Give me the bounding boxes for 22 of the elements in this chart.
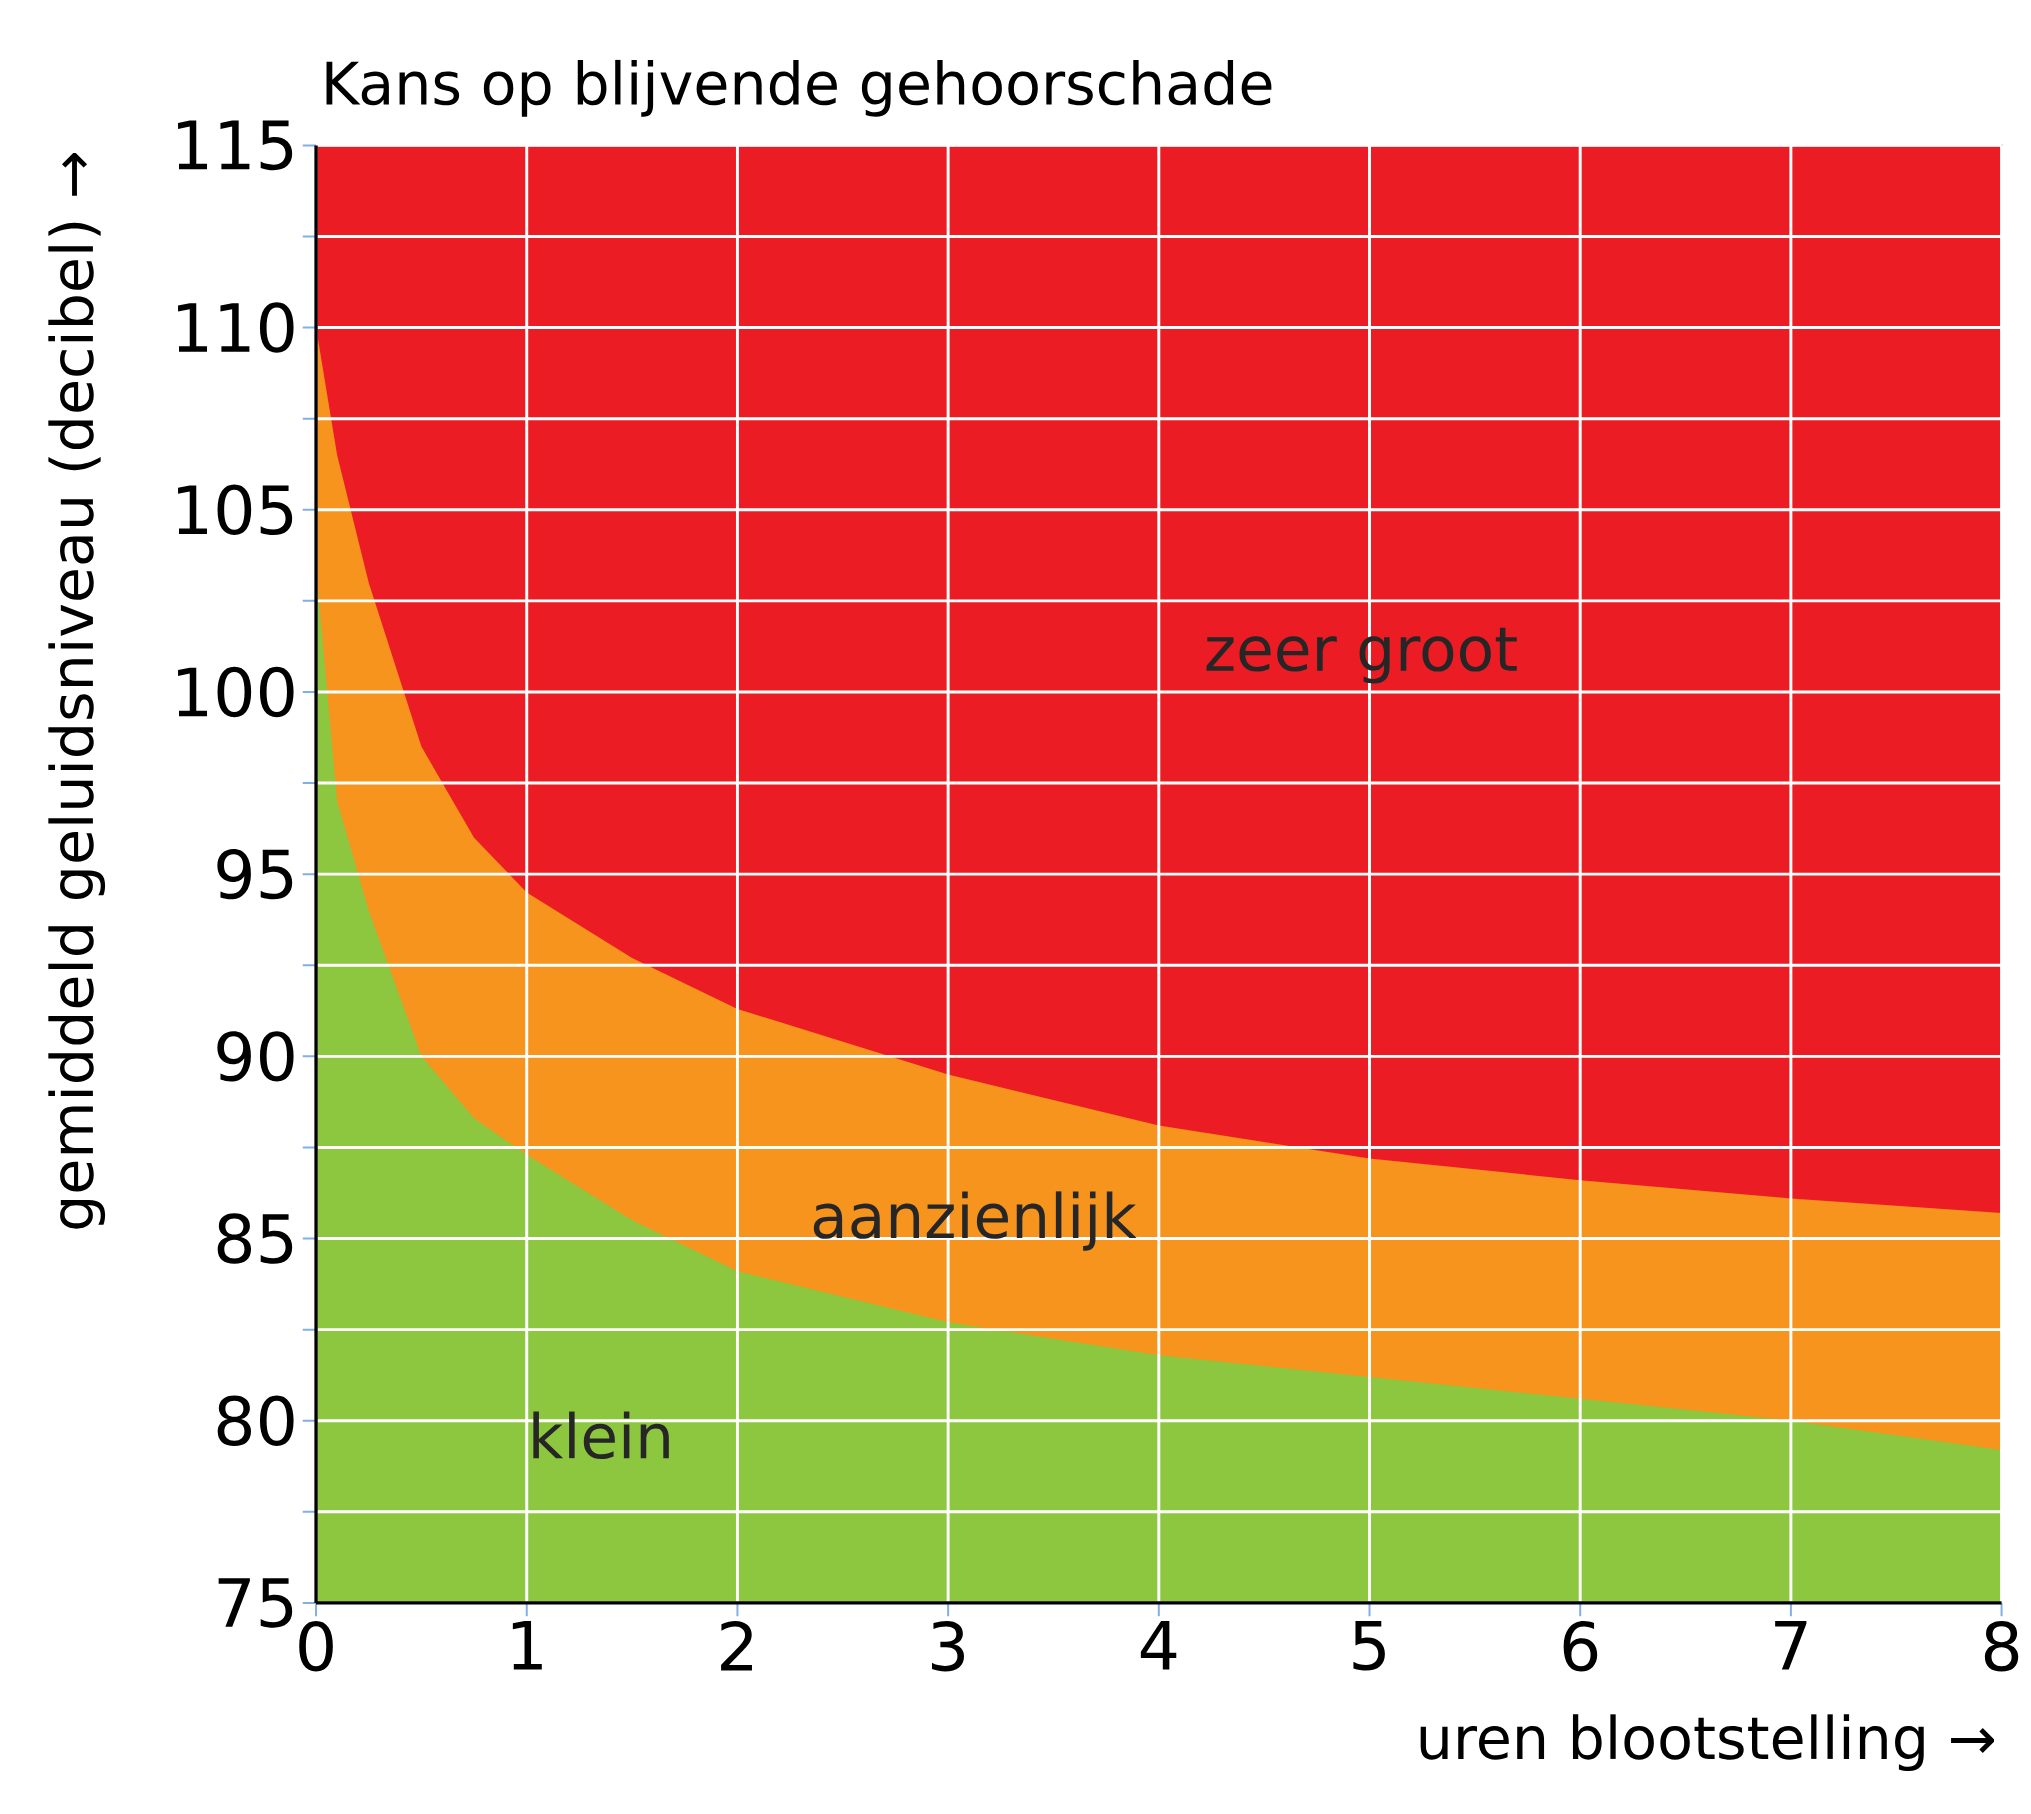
annotation: klein	[533, 1411, 669, 1460]
x-tick-label: 1	[512, 1621, 542, 1670]
y-tick-label: 100	[178, 666, 294, 718]
x-tick-label: 8	[1984, 1621, 2019, 1672]
x-tick-label: 4	[1140, 1621, 1177, 1670]
y-tick-label: 85	[217, 1213, 293, 1264]
y-tick-label: 80	[217, 1395, 294, 1447]
y-axis-title: gemiddeld geluidsniveau (decibel) →	[48, 153, 106, 1229]
y-tick-label: 75	[218, 1578, 293, 1628]
y-tick-label: 95	[217, 849, 293, 900]
x-axis-title: uren blootstelling →	[1420, 1714, 1994, 1772]
x-tick-label: 2	[721, 1621, 752, 1671]
y-tick-label: 90	[217, 1031, 294, 1082]
x-tick-label: 5	[1353, 1621, 1385, 1671]
y-tick-label: 110	[178, 302, 294, 353]
x-tick-label: 0	[299, 1621, 333, 1672]
x-tick-label: 6	[1563, 1621, 1598, 1672]
x-tick-label: 3	[931, 1621, 964, 1672]
y-tick-label: 115	[178, 120, 293, 171]
chart-title: Kans op blijvende gehoorschade	[326, 60, 1272, 117]
x-tick-label: 7	[1775, 1621, 1807, 1670]
y-tick-label: 105	[178, 484, 293, 536]
